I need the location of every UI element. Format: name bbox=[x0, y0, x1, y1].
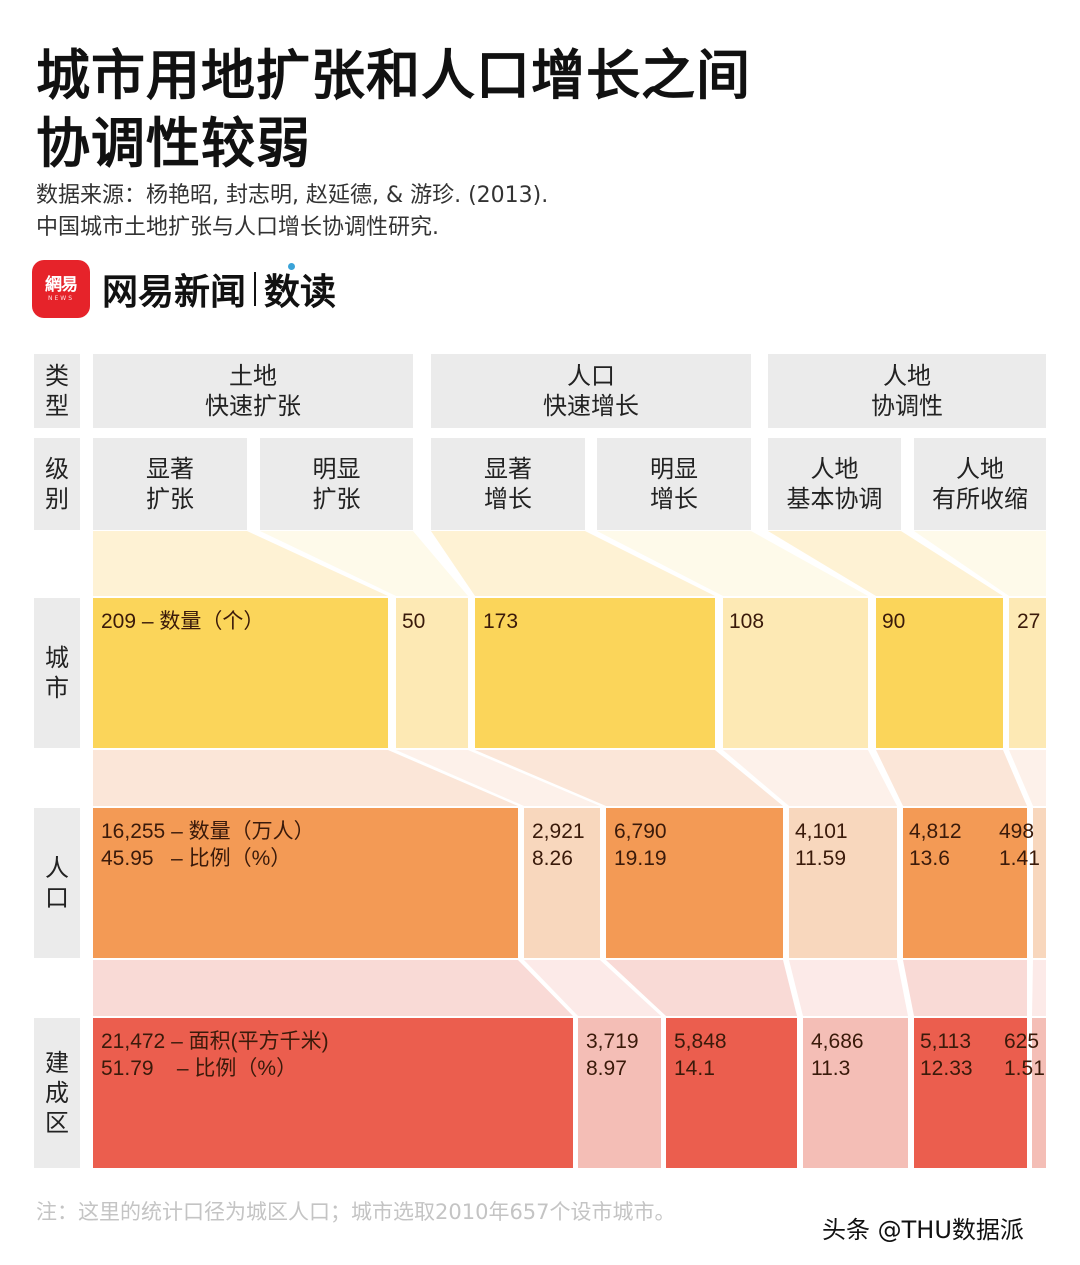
bar-label-population: 4,812 13.6 bbox=[909, 820, 962, 870]
logo-text: 網易 bbox=[45, 274, 78, 295]
connector-city-5 bbox=[914, 531, 1046, 596]
connector-builtup-5 bbox=[1032, 960, 1046, 1016]
connector-population-3 bbox=[723, 750, 897, 806]
bar-label-builtup: 3,719 8.97 bbox=[586, 1030, 639, 1080]
connector-builtup-4 bbox=[903, 960, 1027, 1016]
bar-city-明显增长 bbox=[723, 598, 868, 748]
logo-subtext: NEWS bbox=[47, 294, 75, 302]
bar-population-人地基本协调 bbox=[903, 808, 1027, 958]
connector-builtup-1 bbox=[524, 960, 661, 1016]
type-header-land-expansion: 土地 快速扩张 bbox=[93, 354, 413, 428]
connector-population-5 bbox=[1009, 750, 1046, 806]
bar-city-显著增长 bbox=[475, 598, 715, 748]
bar-population-显著增长 bbox=[606, 808, 783, 958]
bar-label-population: 6,790 19.19 bbox=[614, 820, 667, 870]
bar-label-population: 4,101 11.59 bbox=[795, 820, 848, 870]
watermark: 头条 @THU数据派 bbox=[822, 1216, 1024, 1244]
bar-builtup-显著扩张 bbox=[93, 1018, 573, 1168]
bar-label-city: 108 bbox=[729, 610, 765, 633]
footnote: 注：这里的统计口径为城区人口；城市选取2010年657个设市城市。 bbox=[36, 1200, 676, 1224]
level-header-basic-coordination: 人地 基本协调 bbox=[768, 438, 901, 530]
bar-label-population: 2,921 8.26 bbox=[532, 820, 585, 870]
level-header-shrinking: 人地 有所收缩 bbox=[914, 438, 1046, 530]
connector-city-4 bbox=[768, 531, 1003, 596]
bar-label-city: 209 – 数量（个） bbox=[101, 610, 265, 633]
bar-label-builtup: 5,848 14.1 bbox=[674, 1030, 727, 1080]
brand-name: 网易新闻 bbox=[102, 272, 247, 313]
bar-label-city: 27 bbox=[1017, 610, 1041, 633]
connector-city-0 bbox=[93, 531, 388, 596]
row-header-level: 级 别 bbox=[34, 438, 80, 530]
bar-population-显著扩张 bbox=[93, 808, 518, 958]
level-header-significant-expansion: 显著 扩张 bbox=[93, 438, 247, 530]
netease-news-logo-icon: 網易 NEWS bbox=[32, 260, 90, 318]
level-header-significant-growth: 显著 增长 bbox=[431, 438, 585, 530]
chart-title: 城市用地扩张和人口增长之间 协调性较弱 bbox=[36, 44, 751, 175]
connector-city-2 bbox=[431, 531, 715, 596]
bar-population-明显增长 bbox=[789, 808, 897, 958]
bar-label-builtup: 5,113 12.33 bbox=[920, 1030, 973, 1080]
bar-label-builtup: 4,686 11.3 bbox=[811, 1030, 864, 1080]
connector-population-2 bbox=[475, 750, 783, 806]
bar-builtup-明显扩张 bbox=[578, 1018, 661, 1168]
brand: 網易 NEWS 网易新闻 数读 bbox=[32, 260, 336, 318]
bar-builtup-明显增长 bbox=[803, 1018, 908, 1168]
bar-label-builtup: 625 1.51 bbox=[1004, 1030, 1045, 1080]
bar-population-人地有所收缩 bbox=[1033, 808, 1046, 958]
bar-label-city: 173 bbox=[483, 610, 519, 633]
type-header-population-growth: 人口 快速增长 bbox=[431, 354, 751, 428]
type-header-coordination: 人地 协调性 bbox=[768, 354, 1046, 428]
connector-city-3 bbox=[597, 531, 868, 596]
level-header-obvious-expansion: 明显 扩张 bbox=[260, 438, 413, 530]
connector-population-0 bbox=[93, 750, 518, 806]
row-header-builtup: 建 成 区 bbox=[34, 1018, 80, 1168]
bar-builtup-人地基本协调 bbox=[914, 1018, 1027, 1168]
bar-builtup-显著增长 bbox=[666, 1018, 797, 1168]
connector-population-1 bbox=[396, 750, 600, 806]
bar-label-builtup: 21,472 – 面积(平方千米) 51.79 – 比例（%） bbox=[101, 1030, 329, 1080]
connector-city-1 bbox=[260, 531, 468, 596]
brand-divider bbox=[254, 272, 257, 306]
bar-label-population: 498 1.41 bbox=[999, 820, 1040, 870]
row-header-city: 城 市 bbox=[34, 598, 80, 748]
connector-builtup-3 bbox=[789, 960, 908, 1016]
bar-builtup-人地有所收缩 bbox=[1032, 1018, 1046, 1168]
bar-label-population: 16,255 – 数量（万人） 45.95 – 比例（%） bbox=[101, 820, 315, 870]
dot-icon bbox=[288, 263, 296, 270]
brand-column-label: 数读 bbox=[264, 272, 337, 313]
bar-city-明显扩张 bbox=[396, 598, 468, 748]
bar-city-人地基本协调 bbox=[876, 598, 1003, 748]
row-header-population: 人 口 bbox=[34, 808, 80, 958]
connector-builtup-2 bbox=[606, 960, 797, 1016]
bar-population-明显扩张 bbox=[524, 808, 600, 958]
connector-population-4 bbox=[876, 750, 1027, 806]
bar-label-city: 90 bbox=[882, 610, 906, 633]
brand-column-name: 数读 bbox=[264, 263, 336, 315]
bar-city-人地有所收缩 bbox=[1009, 598, 1046, 748]
level-header-obvious-growth: 明显 增长 bbox=[597, 438, 751, 530]
row-header-type: 类 型 bbox=[34, 354, 80, 428]
bar-label-city: 50 bbox=[402, 610, 426, 633]
data-source: 数据来源：杨艳昭, 封志明, 赵延德, & 游珍. (2013). 中国城市土地… bbox=[36, 183, 549, 240]
bar-city-显著扩张 bbox=[93, 598, 388, 748]
connector-builtup-0 bbox=[93, 960, 573, 1016]
